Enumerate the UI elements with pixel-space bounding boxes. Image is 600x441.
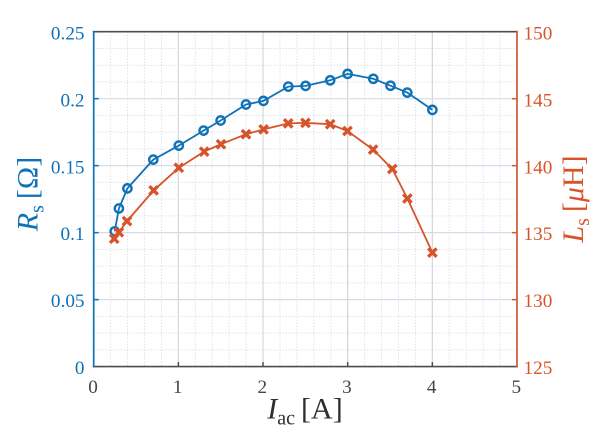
svg-text:145: 145 <box>524 90 553 111</box>
svg-text:140: 140 <box>524 157 553 178</box>
svg-text:0.05: 0.05 <box>51 291 85 312</box>
svg-text:125: 125 <box>524 358 553 379</box>
svg-text:0: 0 <box>75 358 85 379</box>
svg-text:Ls [μH]: Ls [μH] <box>557 155 594 243</box>
svg-text:Iac [A]: Iac [A] <box>266 393 342 430</box>
svg-text:1: 1 <box>173 377 183 398</box>
svg-text:0.2: 0.2 <box>61 90 85 111</box>
svg-text:130: 130 <box>524 291 553 312</box>
svg-text:5: 5 <box>512 377 522 398</box>
svg-text:0.25: 0.25 <box>51 23 85 44</box>
svg-text:0.1: 0.1 <box>61 224 85 245</box>
svg-text:Rs [Ω]: Rs [Ω] <box>12 157 49 232</box>
svg-text:2: 2 <box>258 377 268 398</box>
svg-text:0.15: 0.15 <box>51 157 85 178</box>
svg-text:0: 0 <box>88 377 98 398</box>
svg-text:3: 3 <box>342 377 352 398</box>
svg-text:135: 135 <box>524 224 553 245</box>
svg-text:4: 4 <box>427 377 437 398</box>
svg-text:150: 150 <box>524 23 553 44</box>
